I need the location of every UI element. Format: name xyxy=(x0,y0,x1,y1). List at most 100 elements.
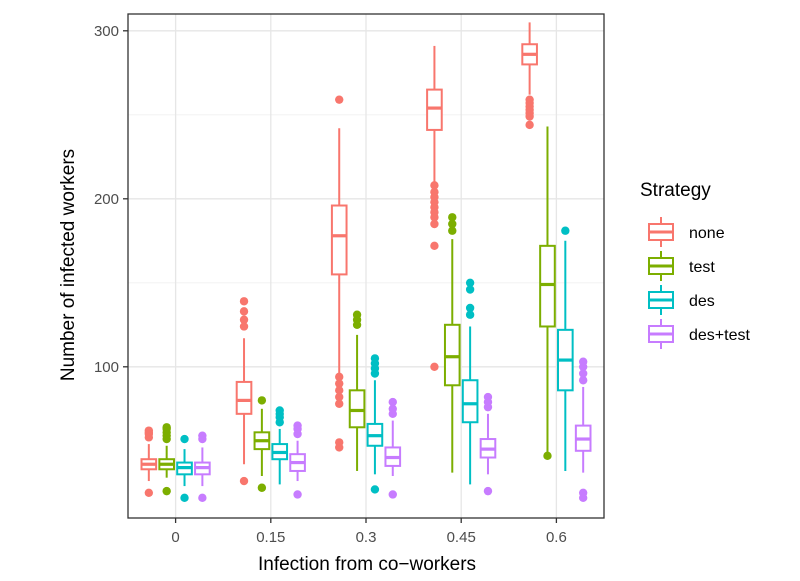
legend-item-des+test: des+test xyxy=(648,319,750,349)
box-des-0 xyxy=(176,434,193,503)
outlier-point xyxy=(180,493,189,503)
outlier-point xyxy=(525,112,534,121)
outlier-point xyxy=(578,493,588,503)
outlier-point xyxy=(465,278,475,287)
outlier-point xyxy=(257,396,267,405)
box-des+test-0.45 xyxy=(479,392,497,496)
outlier-point xyxy=(335,443,344,452)
x-axis-title: Infection from co−workers xyxy=(258,554,476,575)
outlier-point xyxy=(370,354,380,363)
outlier-point xyxy=(239,322,249,331)
outlier-point xyxy=(448,213,457,222)
legend-item-test: test xyxy=(648,251,715,281)
box-test-0.6 xyxy=(539,126,556,461)
outlier-point xyxy=(180,434,189,444)
box-none-0.45 xyxy=(426,45,443,371)
outlier-point xyxy=(275,406,284,415)
outlier-point xyxy=(561,226,570,235)
box-test-0 xyxy=(158,423,175,496)
outlier-point xyxy=(388,404,397,413)
legend-label: test xyxy=(689,259,715,276)
box-des-0.6 xyxy=(557,226,574,471)
y-tick-label: 200 xyxy=(94,191,119,208)
legend-label: des xyxy=(689,293,715,310)
outlier-point xyxy=(198,431,207,440)
outlier-point xyxy=(293,421,302,430)
outlier-point xyxy=(239,476,249,486)
box-des-0.15 xyxy=(271,406,289,485)
outlier-point xyxy=(370,485,380,494)
outlier-point xyxy=(144,488,154,497)
box-test-0.3 xyxy=(348,310,366,471)
box-des+test-0.15 xyxy=(289,421,306,499)
legend: Strategy none test des des+test xyxy=(640,180,750,349)
outlier-point xyxy=(430,241,439,251)
outlier-point xyxy=(483,486,493,496)
box-none-0.3 xyxy=(330,95,348,452)
outlier-point xyxy=(335,386,344,395)
outlier-point xyxy=(162,486,171,496)
outlier-point xyxy=(448,219,457,229)
outlier-point xyxy=(335,399,344,408)
box-des+test-0 xyxy=(194,431,211,503)
box-none-0.15 xyxy=(235,297,253,486)
box-iqr xyxy=(235,380,253,415)
outlier-point xyxy=(448,226,457,235)
box-iqr xyxy=(461,379,479,424)
outlier-point xyxy=(239,297,249,306)
outlier-point xyxy=(578,376,588,385)
outlier-point xyxy=(388,490,397,499)
outlier-point xyxy=(578,369,588,378)
box-iqr xyxy=(348,389,366,429)
legend-title: Strategy xyxy=(640,180,711,201)
outlier-point xyxy=(335,379,344,388)
outlier-point xyxy=(465,285,475,294)
outlier-point xyxy=(578,357,588,366)
legend-label: none xyxy=(689,225,725,242)
outlier-point xyxy=(239,307,249,316)
x-tick-label: 0.45 xyxy=(447,529,476,546)
outlier-point xyxy=(293,490,302,499)
box-none-0.6 xyxy=(521,22,538,130)
box-iqr xyxy=(426,88,443,131)
outlier-point xyxy=(465,310,475,319)
legend-item-none: none xyxy=(648,217,725,247)
outlier-point xyxy=(257,483,267,492)
box-des-0.45 xyxy=(461,278,479,485)
outlier-point xyxy=(335,95,344,104)
outlier-point xyxy=(430,362,439,371)
box-test-0.15 xyxy=(253,396,271,492)
outlier-point xyxy=(335,372,344,382)
x-tick-label: 0.15 xyxy=(256,529,285,546)
y-axis-ticks: 100 200 300 xyxy=(94,23,128,376)
box-marks xyxy=(140,22,592,503)
outlier-point xyxy=(430,219,439,229)
outlier-point xyxy=(430,181,439,190)
box-test-0.45 xyxy=(443,213,461,473)
legend-item-des: des xyxy=(648,285,715,315)
box-iqr xyxy=(539,244,556,328)
box-des-0.3 xyxy=(366,354,384,494)
legend-label: des+test xyxy=(689,327,750,344)
box-iqr xyxy=(443,323,461,387)
outlier-point xyxy=(525,120,534,130)
x-tick-label: 0.3 xyxy=(356,529,377,546)
outlier-point xyxy=(352,310,362,319)
panel-border xyxy=(127,13,605,519)
outlier-point xyxy=(239,315,249,324)
y-tick-label: 100 xyxy=(94,359,119,376)
outlier-point xyxy=(543,451,552,461)
y-tick-label: 300 xyxy=(94,23,119,40)
box-none-0 xyxy=(140,426,158,497)
x-tick-label: 0 xyxy=(171,529,179,546)
plot-panel xyxy=(128,14,604,518)
outlier-point xyxy=(483,392,493,402)
box-des+test-0.3 xyxy=(384,397,402,499)
y-axis-title: Number of infected workers xyxy=(58,149,79,381)
x-axis-ticks: 0 0.15 0.3 0.45 0.6 xyxy=(171,518,567,546)
outlier-point xyxy=(144,426,154,435)
x-tick-label: 0.6 xyxy=(546,529,567,546)
box-des+test-0.6 xyxy=(574,357,592,503)
outlier-point xyxy=(198,493,207,503)
